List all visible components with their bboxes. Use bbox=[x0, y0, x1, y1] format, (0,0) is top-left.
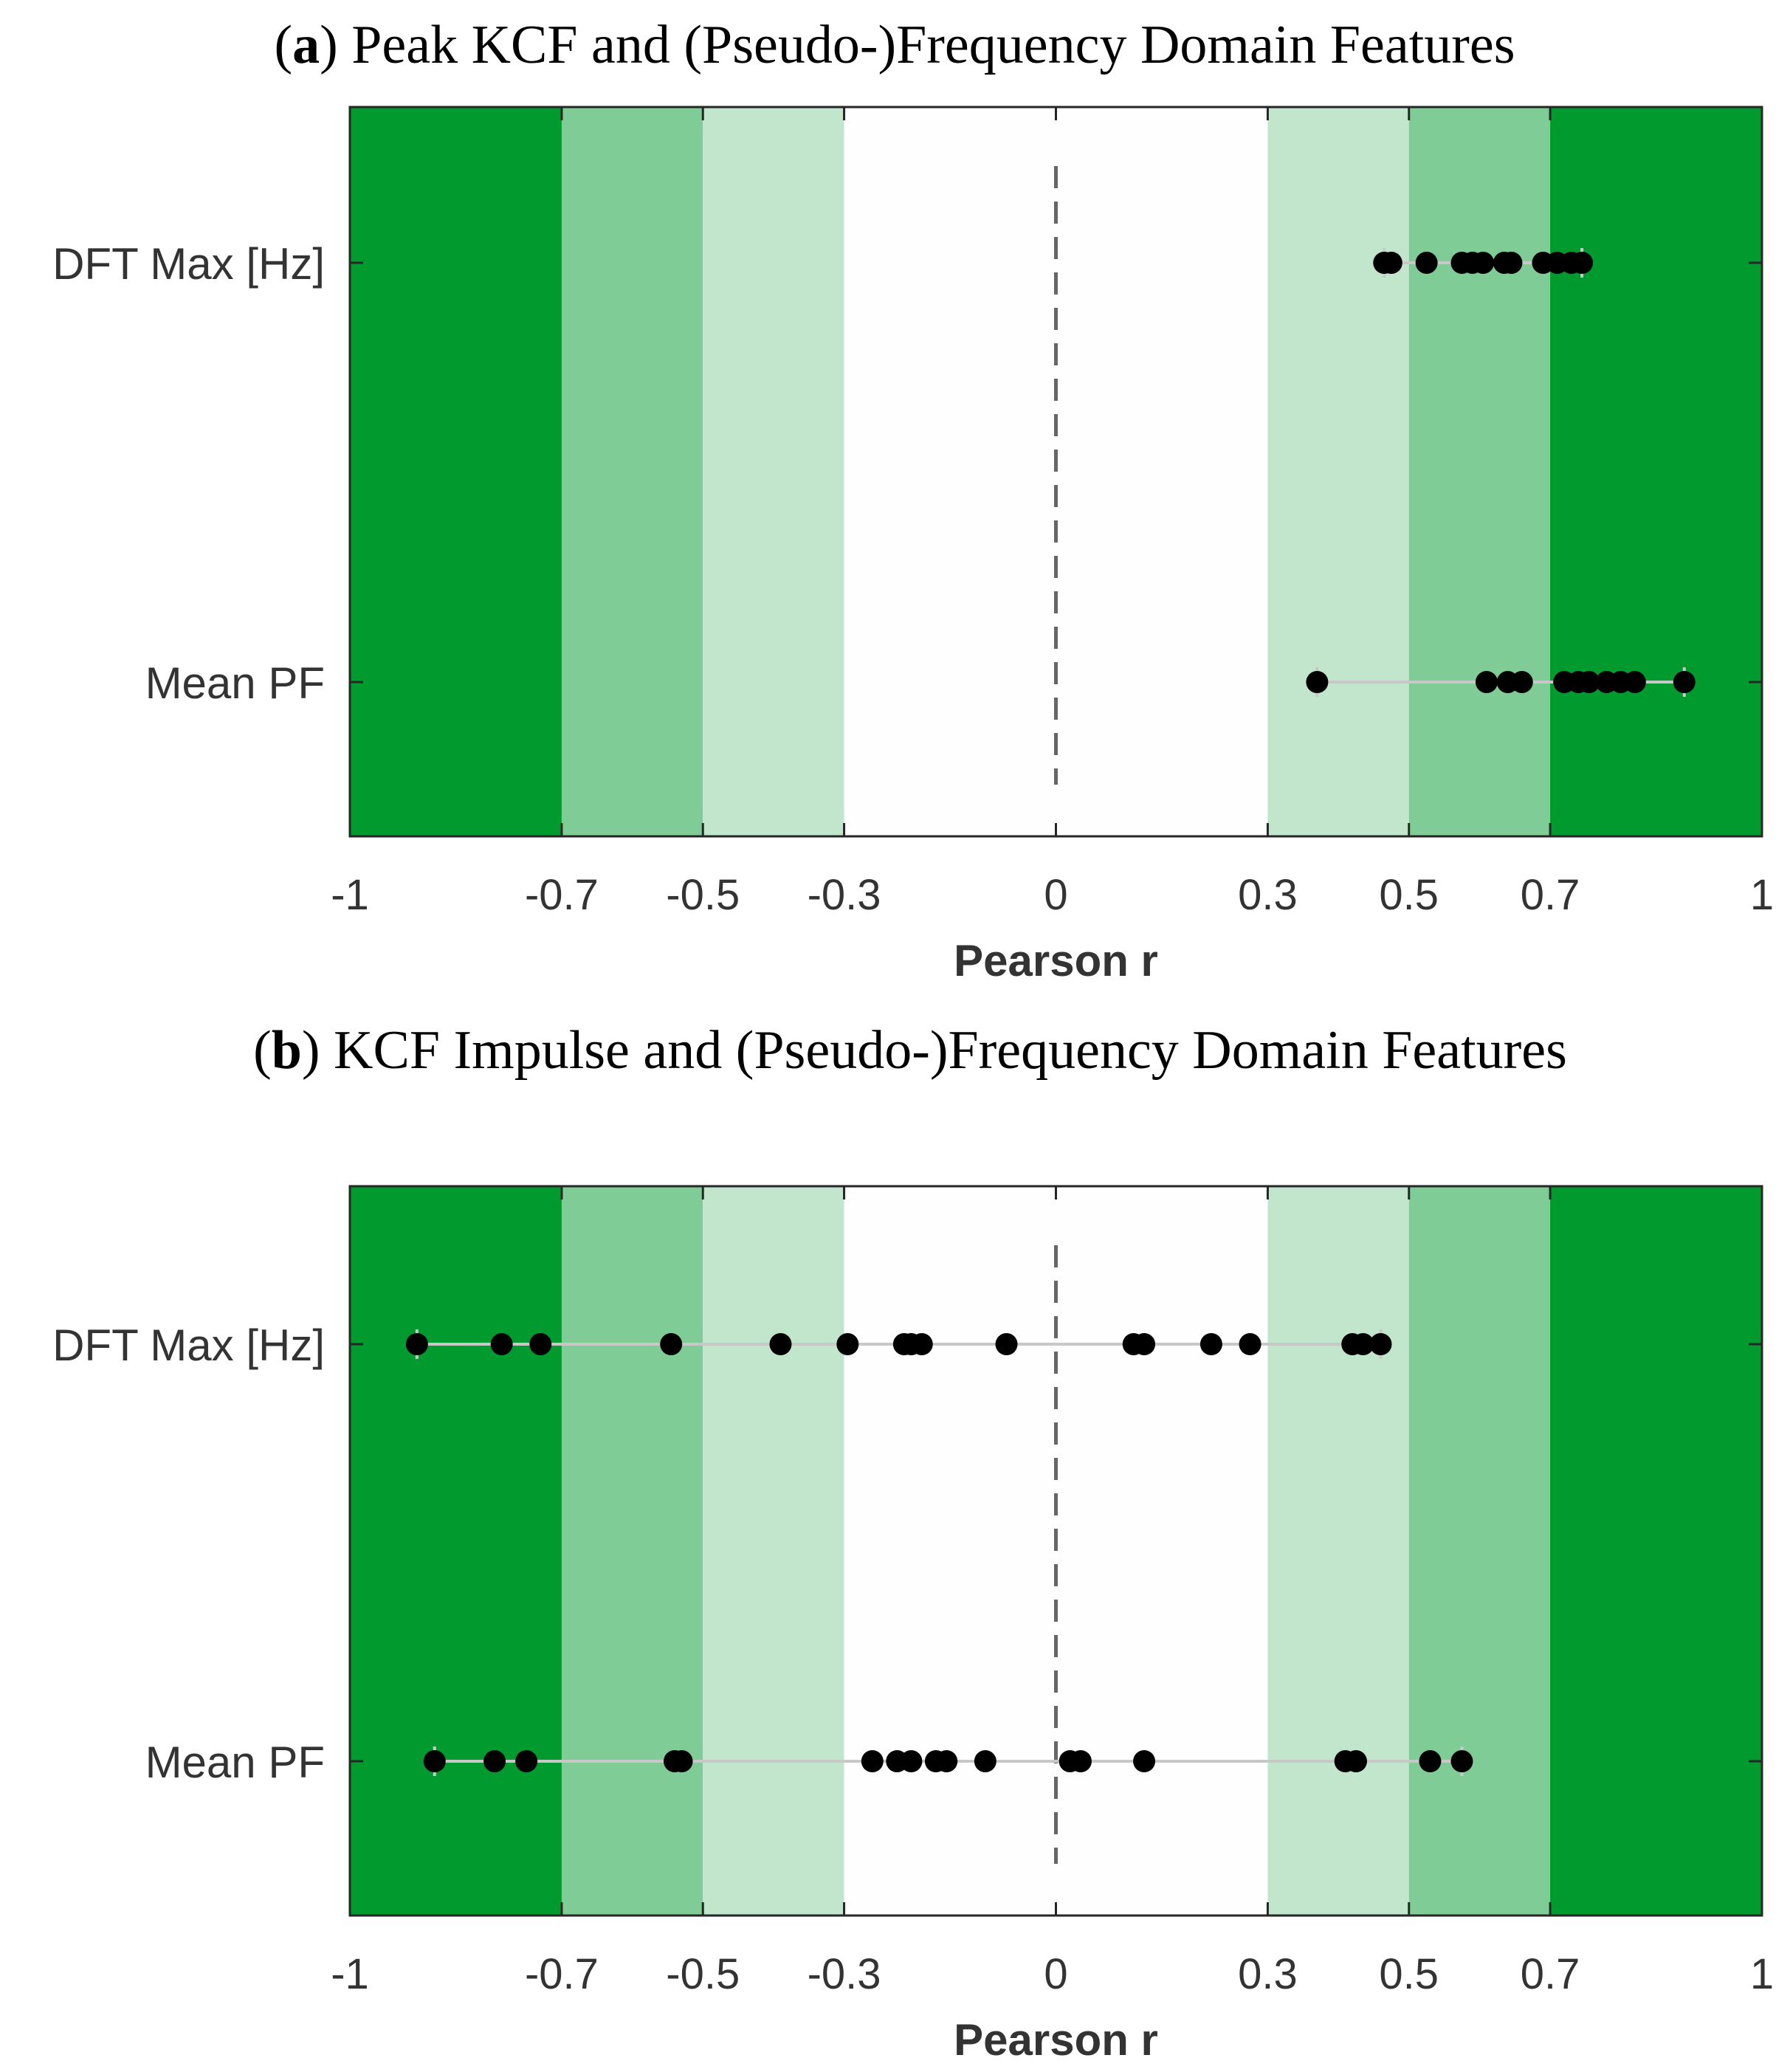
data-point bbox=[974, 1750, 996, 1772]
x-tick-label: -0.5 bbox=[666, 871, 740, 919]
x-tick-label: -1 bbox=[331, 871, 369, 919]
band-0 bbox=[350, 1186, 562, 1916]
data-point bbox=[769, 1333, 792, 1355]
data-point bbox=[1623, 671, 1646, 693]
data-point bbox=[1239, 1333, 1261, 1355]
band-1 bbox=[561, 107, 703, 836]
title-paren-open: ( bbox=[253, 1020, 272, 1081]
chart-title: (b) KCF Impulse and (Pseudo-)Frequency D… bbox=[253, 1020, 1567, 1081]
data-point bbox=[490, 1333, 513, 1355]
y-tick-label: Mean PF bbox=[145, 658, 325, 708]
data-point bbox=[529, 1333, 552, 1355]
x-tick-label: -0.7 bbox=[525, 871, 599, 919]
x-axis-label: Pearson r bbox=[954, 936, 1158, 985]
data-point bbox=[1450, 1750, 1473, 1772]
y-tick-label: DFT Max [Hz] bbox=[52, 239, 325, 289]
x-tick-label: -0.3 bbox=[808, 871, 881, 919]
band-2 bbox=[703, 107, 844, 836]
data-point bbox=[1069, 1750, 1092, 1772]
data-point bbox=[1133, 1333, 1156, 1355]
band-5 bbox=[1408, 107, 1551, 836]
data-point bbox=[1369, 1333, 1392, 1355]
x-tick-label: 0.3 bbox=[1238, 871, 1298, 919]
chart-title: (a) Peak KCF and (Pseudo-)Frequency Doma… bbox=[274, 15, 1515, 75]
x-tick-label: -0.5 bbox=[666, 1950, 740, 1998]
band-1 bbox=[561, 1186, 703, 1916]
x-tick-label: 0.5 bbox=[1379, 1950, 1439, 1998]
y-tick-label: Mean PF bbox=[145, 1738, 325, 1787]
data-point bbox=[1133, 1750, 1156, 1772]
data-point bbox=[1472, 252, 1495, 274]
title-letter: b bbox=[272, 1020, 302, 1081]
title-paren-open: ( bbox=[274, 15, 292, 75]
band-2 bbox=[703, 1186, 844, 1916]
x-axis-label: Pearson r bbox=[954, 2015, 1158, 2065]
chart-panel-a: (a) Peak KCF and (Pseudo-)Frequency Doma… bbox=[52, 15, 1774, 985]
data-point bbox=[1571, 252, 1594, 274]
series-dft-max bbox=[405, 1329, 1392, 1359]
x-tick-label: 0 bbox=[1044, 1950, 1067, 1998]
data-point bbox=[1475, 671, 1498, 693]
data-point bbox=[405, 1333, 428, 1355]
data-point bbox=[1306, 671, 1329, 693]
x-tick-label: 0.3 bbox=[1238, 1950, 1298, 1998]
data-point bbox=[660, 1333, 683, 1355]
band-5 bbox=[1408, 1186, 1551, 1916]
data-point bbox=[1577, 671, 1600, 693]
data-point bbox=[861, 1750, 884, 1772]
x-tick-label: 1 bbox=[1750, 871, 1774, 919]
data-point bbox=[910, 1333, 933, 1355]
data-point bbox=[670, 1750, 693, 1772]
data-point bbox=[1352, 1333, 1374, 1355]
data-point bbox=[515, 1750, 538, 1772]
data-point bbox=[1199, 1333, 1222, 1355]
band-0 bbox=[350, 107, 562, 836]
data-point bbox=[935, 1750, 958, 1772]
data-point bbox=[483, 1750, 506, 1772]
data-point bbox=[1419, 1750, 1442, 1772]
x-tick-label: 1 bbox=[1750, 1950, 1774, 1998]
y-tick-label: DFT Max [Hz] bbox=[52, 1321, 325, 1370]
x-tick-label: -0.7 bbox=[525, 1950, 599, 1998]
x-tick-label: 0 bbox=[1044, 871, 1067, 919]
title-letter: a bbox=[292, 15, 320, 75]
x-tick-label: -0.3 bbox=[808, 1950, 881, 1998]
data-point bbox=[1345, 1750, 1368, 1772]
data-point bbox=[1415, 252, 1438, 274]
x-tick-label: 0.7 bbox=[1521, 871, 1580, 919]
series-mean-pf bbox=[1306, 667, 1696, 697]
data-point bbox=[900, 1750, 923, 1772]
x-tick-label: 0.7 bbox=[1521, 1950, 1580, 1998]
band-4 bbox=[1267, 107, 1409, 836]
data-point bbox=[1510, 671, 1533, 693]
data-point bbox=[423, 1750, 446, 1772]
data-point bbox=[995, 1333, 1018, 1355]
band-6 bbox=[1550, 1186, 1762, 1916]
x-tick-label: -1 bbox=[331, 1950, 369, 1998]
data-point bbox=[1380, 252, 1402, 274]
data-point bbox=[1673, 671, 1696, 693]
x-tick-label: 0.5 bbox=[1379, 871, 1439, 919]
data-point bbox=[1500, 252, 1523, 274]
band-6 bbox=[1550, 107, 1762, 836]
series-dft-max bbox=[1373, 248, 1594, 278]
band-4 bbox=[1267, 1186, 1409, 1916]
chart-panel-b: (b) KCF Impulse and (Pseudo-)Frequency D… bbox=[52, 1020, 1774, 2065]
title-text: ) KCF Impulse and (Pseudo-)Frequency Dom… bbox=[302, 1020, 1567, 1081]
title-text: ) Peak KCF and (Pseudo-)Frequency Domain… bbox=[320, 15, 1515, 75]
series-mean-pf bbox=[423, 1746, 1473, 1776]
data-point bbox=[836, 1333, 859, 1355]
